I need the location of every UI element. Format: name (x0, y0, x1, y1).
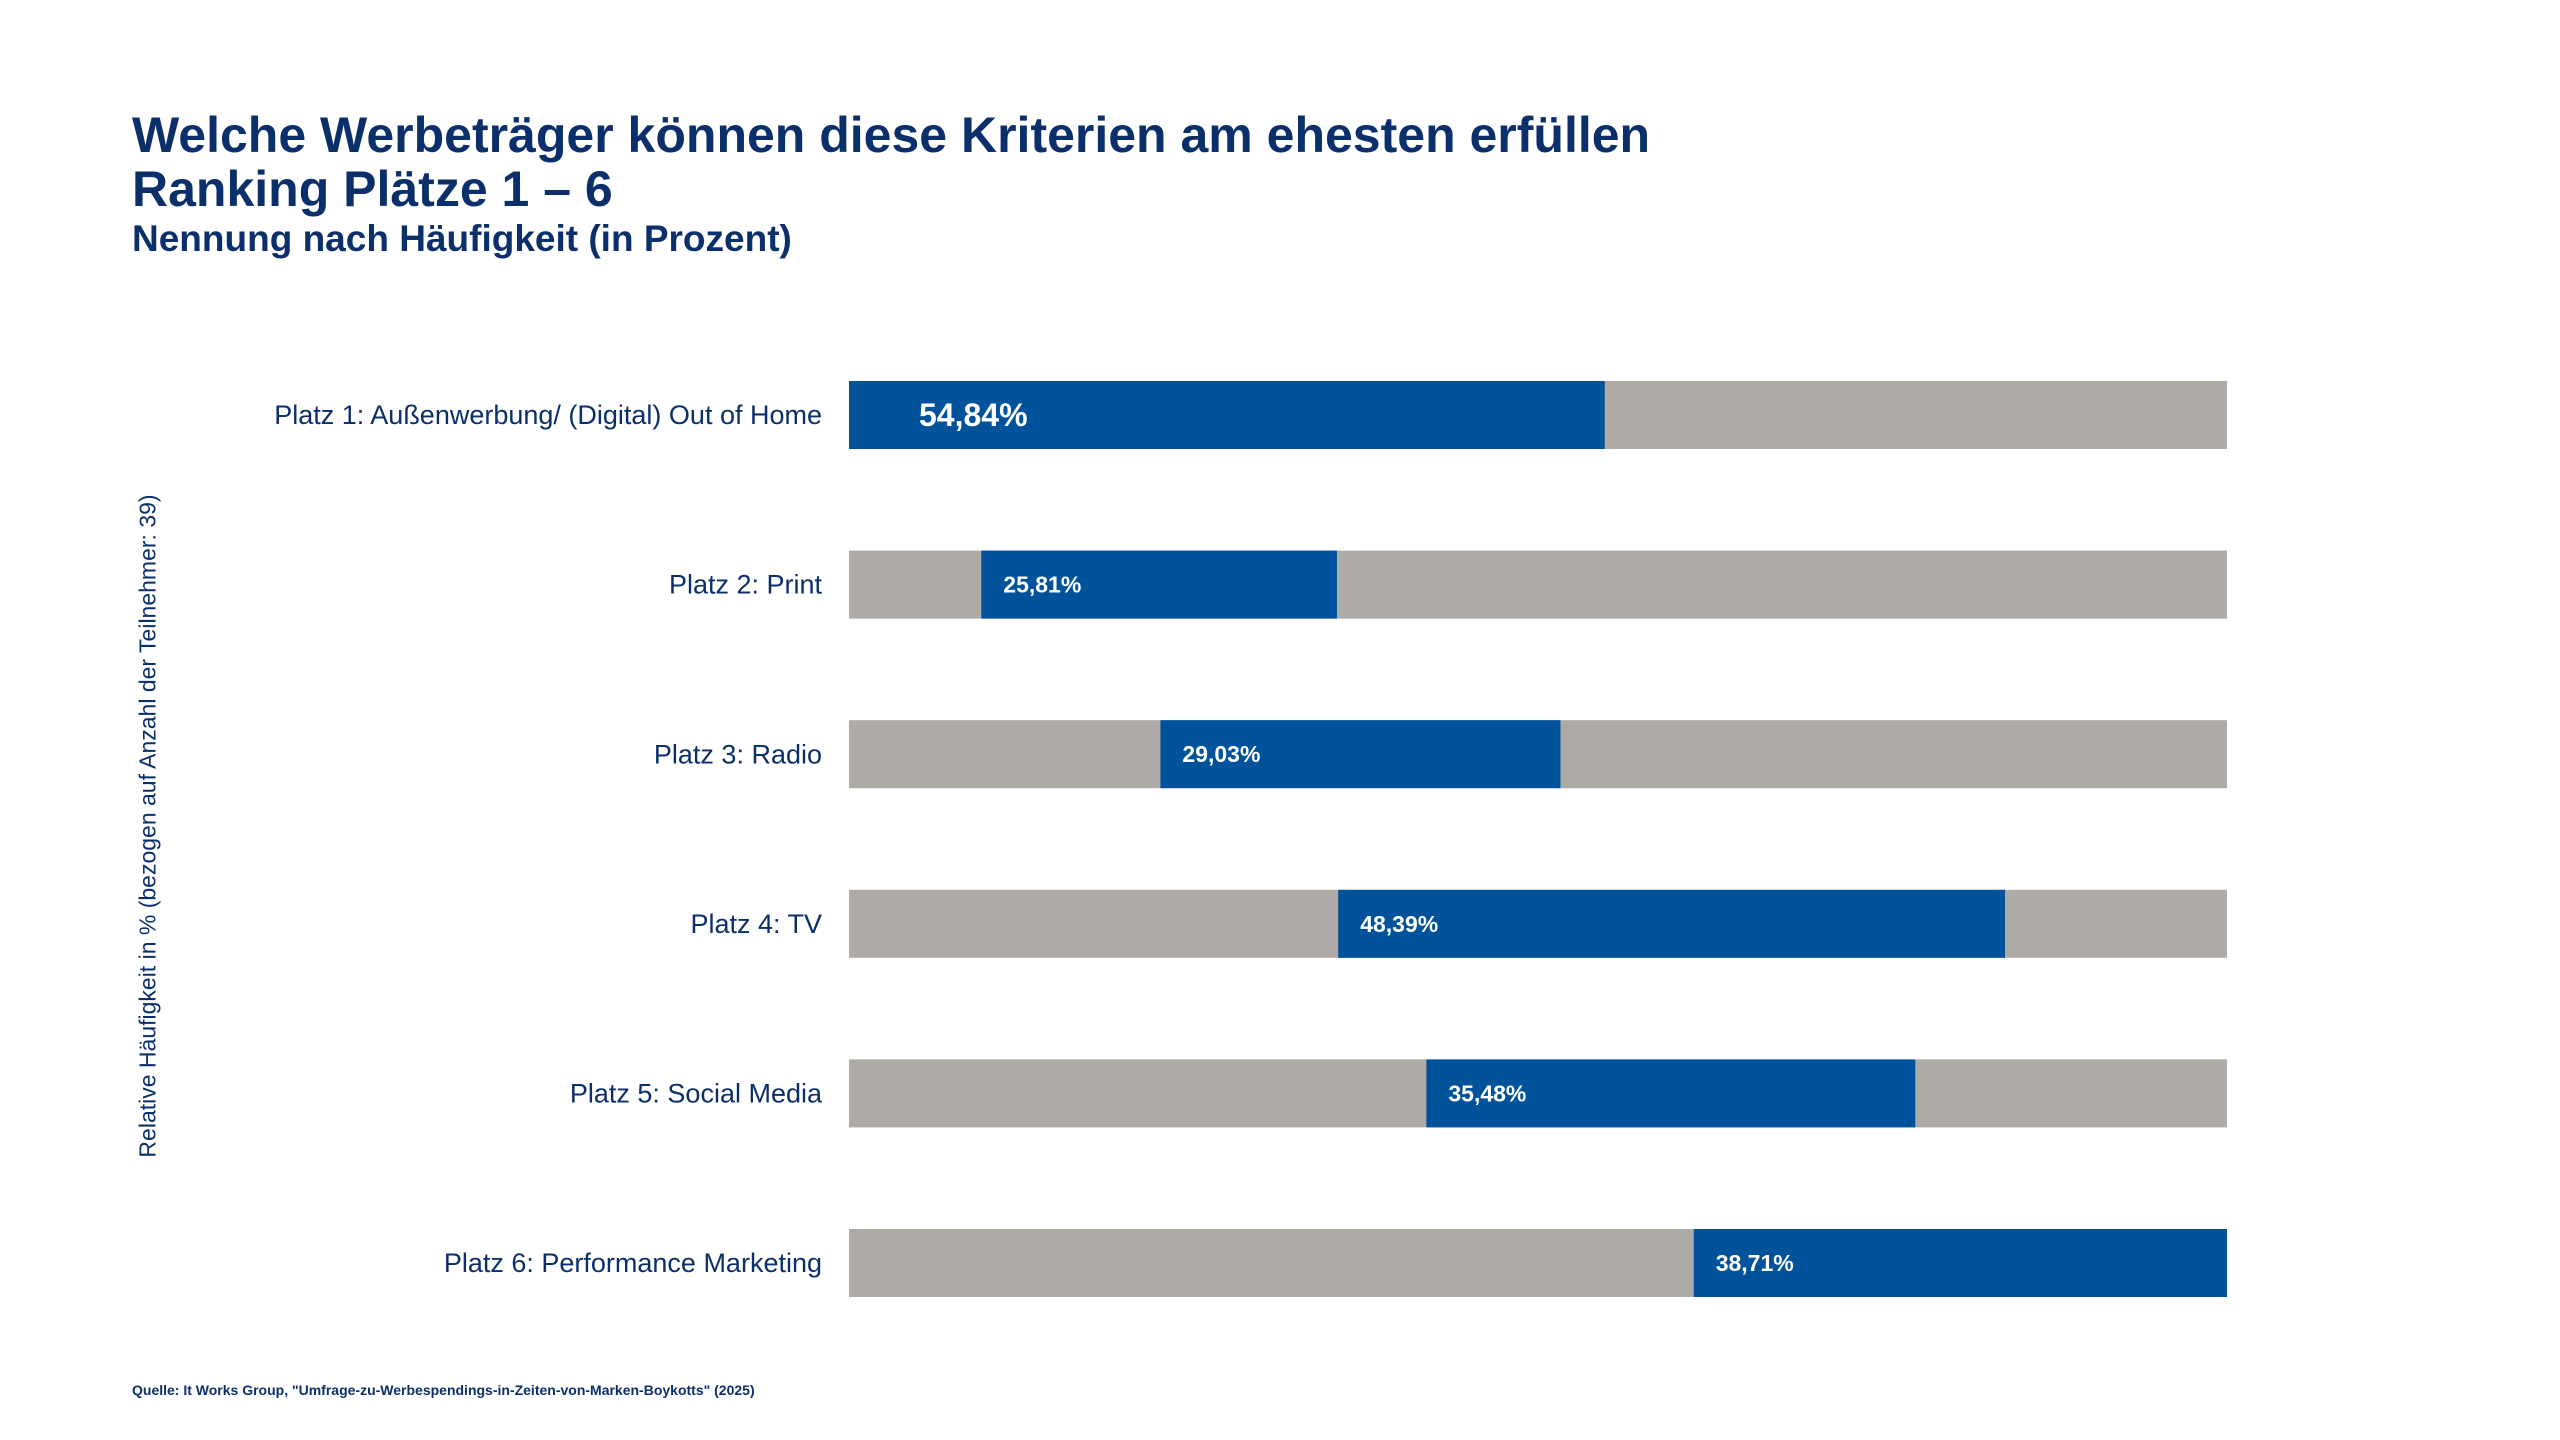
bar-value-label-3: 29,03% (1182, 741, 1260, 767)
title-block: Welche Werbeträger können diese Kriterie… (132, 108, 1650, 262)
bar-6 (1693, 1229, 2227, 1297)
source-note: Quelle: It Works Group, "Umfrage-zu-Werb… (132, 1382, 755, 1398)
chart-subtitle-frequency: Nennung nach Häufigkeit (in Prozent) (132, 218, 792, 259)
bar-value-label-4: 48,39% (1360, 911, 1438, 937)
bar-value-label-6: 38,71% (1716, 1250, 1794, 1276)
bar-3 (1160, 720, 1561, 789)
category-label-6: Platz 6: Performance Marketing (444, 1248, 822, 1278)
category-label-5: Platz 5: Social Media (570, 1079, 823, 1109)
chart-title: Welche Werbeträger können diese Kriterie… (132, 107, 1651, 163)
bar-1 (849, 381, 1605, 449)
category-label-3: Platz 3: Radio (654, 739, 822, 769)
category-label-4: Platz 4: TV (690, 909, 822, 939)
bar-5 (1426, 1059, 1916, 1128)
category-label-2: Platz 2: Print (669, 570, 823, 600)
bar-value-label-1: 54,84% (919, 397, 1028, 433)
chart-subtitle-ranking: Ranking Plätze 1 – 6 (132, 161, 613, 217)
bar-2 (981, 550, 1337, 619)
bar-value-label-2: 25,81% (1003, 572, 1081, 598)
bar-value-label-5: 35,48% (1448, 1080, 1526, 1106)
bar-4 (1338, 889, 2006, 958)
category-label-1: Platz 1: Außenwerbung/ (Digital) Out of … (274, 400, 822, 430)
